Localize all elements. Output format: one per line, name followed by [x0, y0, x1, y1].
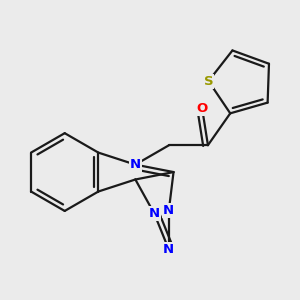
Text: N: N	[163, 243, 174, 256]
Text: S: S	[204, 75, 213, 88]
Text: N: N	[130, 158, 141, 171]
Text: O: O	[196, 102, 208, 115]
Text: N: N	[163, 204, 174, 217]
Text: N: N	[149, 207, 160, 220]
